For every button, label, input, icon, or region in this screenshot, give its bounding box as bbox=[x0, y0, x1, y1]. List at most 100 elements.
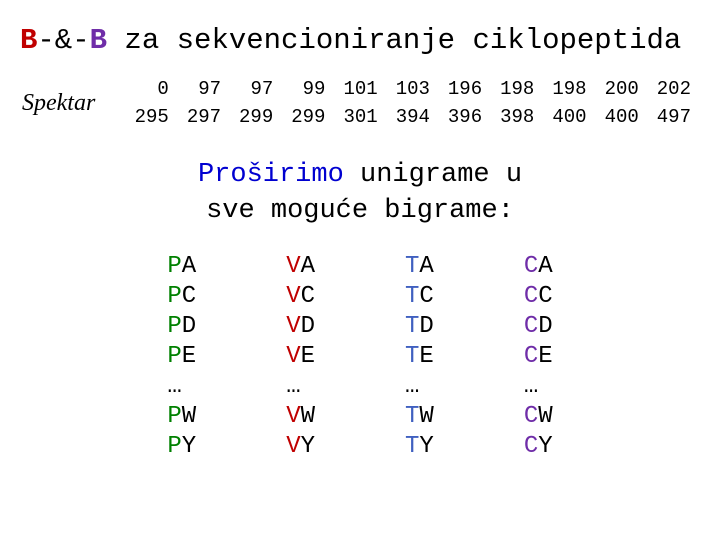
bigram-col-t: TATCTDTE…TWTY bbox=[405, 252, 434, 462]
bigram-initial: T bbox=[405, 403, 419, 430]
spectrum-label: Spektar bbox=[20, 90, 126, 117]
bigram-item: PA bbox=[167, 252, 196, 282]
bigram-item: TA bbox=[405, 252, 434, 282]
bigram-item: VW bbox=[286, 402, 315, 432]
spectrum-cell: 198 bbox=[543, 75, 595, 103]
bigram-suffix: E bbox=[301, 343, 315, 370]
bigram-initial: V bbox=[286, 403, 300, 430]
spectrum-table: 0 97 97 99 101 103 196 198 198 200 202 2… bbox=[126, 75, 700, 131]
title-mid: -&- bbox=[37, 24, 89, 57]
spectrum-cell: 297 bbox=[178, 103, 230, 131]
bigram-ellipsis: … bbox=[524, 372, 553, 402]
bigram-suffix: W bbox=[301, 403, 315, 430]
bigram-col-c: CACCCDCE…CWCY bbox=[524, 252, 553, 462]
spectrum-cell: 299 bbox=[230, 103, 282, 131]
bigram-item: PC bbox=[167, 282, 196, 312]
bigram-initial: P bbox=[167, 433, 181, 460]
bigram-suffix: D bbox=[182, 313, 196, 340]
bigram-initial: V bbox=[286, 283, 300, 310]
bigram-initial: T bbox=[405, 343, 419, 370]
spectrum-cell: 198 bbox=[491, 75, 543, 103]
bigram-suffix: D bbox=[419, 313, 433, 340]
bigram-suffix: C bbox=[182, 283, 196, 310]
spectrum-cell: 0 bbox=[126, 75, 178, 103]
bigram-item: VC bbox=[286, 282, 315, 312]
spectrum-cell: 394 bbox=[387, 103, 439, 131]
bigram-suffix: C bbox=[301, 283, 315, 310]
bigram-item: VE bbox=[286, 342, 315, 372]
bigram-initial: C bbox=[524, 313, 538, 340]
bigram-item: VD bbox=[286, 312, 315, 342]
bigram-initial: T bbox=[405, 433, 419, 460]
bigram-ellipsis: … bbox=[286, 372, 315, 402]
bigram-suffix: A bbox=[182, 253, 196, 280]
bigram-suffix: Y bbox=[538, 433, 552, 460]
bigram-initial: C bbox=[524, 433, 538, 460]
bigram-suffix: A bbox=[301, 253, 315, 280]
bigram-suffix: E bbox=[182, 343, 196, 370]
bigram-item: CE bbox=[524, 342, 553, 372]
bigram-item: PD bbox=[167, 312, 196, 342]
title-b2: B bbox=[90, 24, 107, 57]
spectrum-cell: 497 bbox=[648, 103, 700, 131]
bigram-col-v: VAVCVDVE…VWVY bbox=[286, 252, 315, 462]
bigram-item: CA bbox=[524, 252, 553, 282]
bigram-item: PY bbox=[167, 432, 196, 462]
bigram-item: TC bbox=[405, 282, 434, 312]
spectrum-cell: 396 bbox=[439, 103, 491, 131]
spectrum-cell: 103 bbox=[387, 75, 439, 103]
bigram-item: CD bbox=[524, 312, 553, 342]
bigram-suffix: D bbox=[301, 313, 315, 340]
spectrum-row-1: 0 97 97 99 101 103 196 198 198 200 202 bbox=[126, 75, 700, 103]
bigram-initial: P bbox=[167, 253, 181, 280]
spectrum-row-2: 295 297 299 299 301 394 396 398 400 400 … bbox=[126, 103, 700, 131]
subtitle: Proširimo unigrame u sve moguće bigrame: bbox=[20, 157, 700, 230]
bigram-suffix: A bbox=[419, 253, 433, 280]
spectrum-cell: 400 bbox=[596, 103, 648, 131]
bigram-initial: V bbox=[286, 253, 300, 280]
bigram-initial: V bbox=[286, 433, 300, 460]
spectrum-cell: 295 bbox=[126, 103, 178, 131]
subtitle-line2: sve moguće bigrame: bbox=[206, 196, 514, 226]
bigram-item: TD bbox=[405, 312, 434, 342]
bigram-item: TW bbox=[405, 402, 434, 432]
spectrum-cell: 200 bbox=[596, 75, 648, 103]
bigram-suffix: Y bbox=[301, 433, 315, 460]
spectrum-cell: 101 bbox=[334, 75, 386, 103]
bigram-ellipsis: … bbox=[167, 372, 196, 402]
bigram-suffix: W bbox=[538, 403, 552, 430]
subtitle-highlight: Proširimo bbox=[198, 160, 344, 190]
spectrum-cell: 97 bbox=[230, 75, 282, 103]
bigram-col-p: PAPCPDPE…PWPY bbox=[167, 252, 196, 462]
bigram-initial: C bbox=[524, 283, 538, 310]
bigram-columns: PAPCPDPE…PWPYVAVCVDVE…VWVYTATCTDTE…TWTYC… bbox=[20, 252, 700, 462]
slide-title: B-&-B za sekvencioniranje ciklopeptida bbox=[20, 24, 700, 57]
bigram-initial: P bbox=[167, 313, 181, 340]
bigram-suffix: Y bbox=[419, 433, 433, 460]
bigram-suffix: Y bbox=[182, 433, 196, 460]
bigram-item: VY bbox=[286, 432, 315, 462]
bigram-item: VA bbox=[286, 252, 315, 282]
bigram-initial: V bbox=[286, 313, 300, 340]
bigram-initial: T bbox=[405, 283, 419, 310]
bigram-initial: T bbox=[405, 253, 419, 280]
bigram-initial: T bbox=[405, 313, 419, 340]
bigram-initial: V bbox=[286, 343, 300, 370]
spectrum-cell: 398 bbox=[491, 103, 543, 131]
bigram-initial: C bbox=[524, 403, 538, 430]
bigram-initial: C bbox=[524, 253, 538, 280]
spectrum-cell: 99 bbox=[282, 75, 334, 103]
bigram-item: CY bbox=[524, 432, 553, 462]
bigram-ellipsis: … bbox=[405, 372, 434, 402]
bigram-item: TE bbox=[405, 342, 434, 372]
bigram-item: PW bbox=[167, 402, 196, 432]
bigram-suffix: D bbox=[538, 313, 552, 340]
spectrum-cell: 299 bbox=[282, 103, 334, 131]
bigram-item: TY bbox=[405, 432, 434, 462]
bigram-item: CW bbox=[524, 402, 553, 432]
bigram-item: CC bbox=[524, 282, 553, 312]
bigram-suffix: A bbox=[538, 253, 552, 280]
bigram-initial: C bbox=[524, 343, 538, 370]
subtitle-rest1: unigrame u bbox=[344, 160, 522, 190]
bigram-suffix: W bbox=[419, 403, 433, 430]
